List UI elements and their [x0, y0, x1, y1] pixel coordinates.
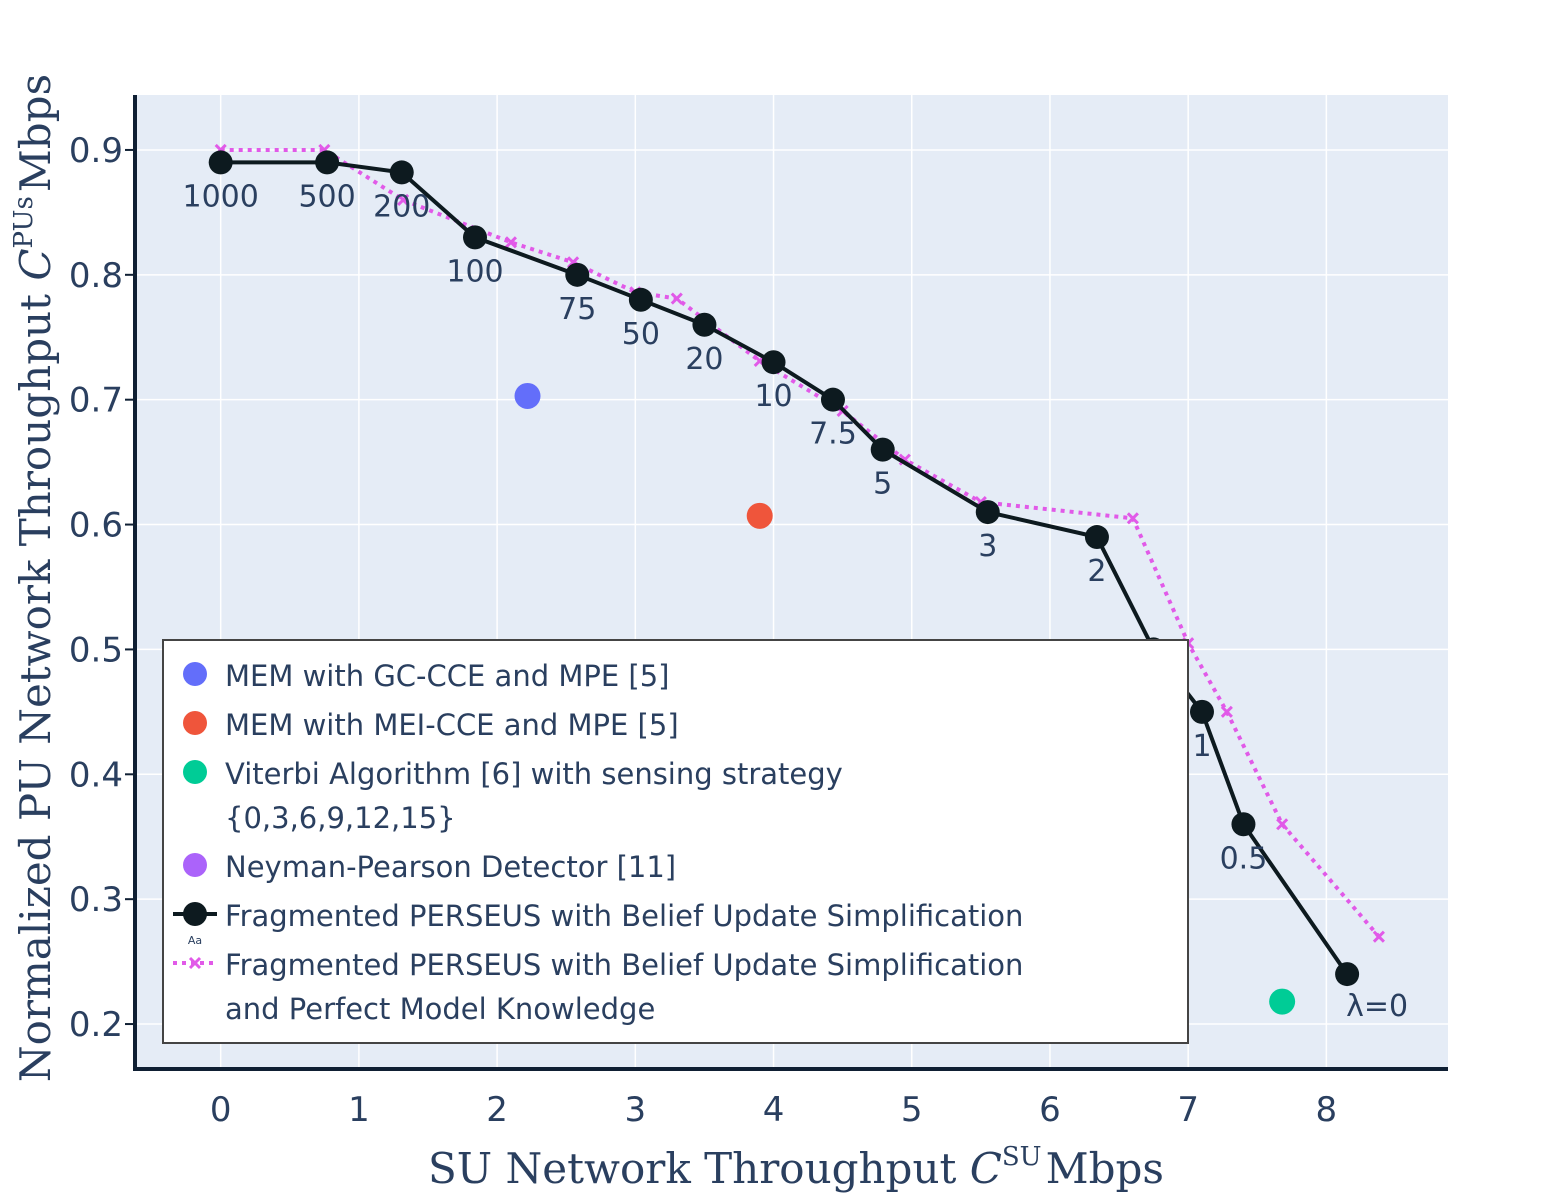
- legend-marker: [183, 760, 207, 784]
- series-point-perseus: [1335, 962, 1360, 987]
- series-point-marker: [514, 382, 541, 409]
- point-label: 500: [298, 179, 355, 214]
- point-label: 10: [754, 379, 792, 414]
- series-point-perfect-model: [1126, 512, 1139, 525]
- y-axis-tick-labels: 0.2 0.3 0.4 0.5 0.6 0.7 0.8 0.9: [69, 131, 135, 1045]
- y-axis-title-symbol: C: [11, 248, 60, 280]
- legend-item-label: Viterbi Algorithm [6] with sensing strat…: [225, 757, 843, 791]
- legend-marker: [183, 853, 207, 877]
- y-tick-label: 0.7: [69, 381, 123, 421]
- point-label: λ=0: [1346, 989, 1408, 1024]
- point-label: 7.5: [809, 417, 857, 452]
- y-tick-label: 0.4: [69, 755, 123, 795]
- legend-item: Neyman-Pearson Detector [11]: [183, 850, 676, 884]
- y-axis-title-superscript: PUs: [9, 196, 39, 248]
- y-tick-label: 0.9: [69, 131, 123, 171]
- legend-item-label: Fragmented PERSEUS with Belief Update Si…: [225, 948, 1023, 982]
- point-label: 2: [1087, 554, 1106, 589]
- legend-marker: [188, 956, 202, 970]
- y-axis-title-main: Normalized PU Network Throughput: [11, 281, 60, 1083]
- legend[interactable]: MEM with GC-CCE and MPE [5] MEM with MEI-…: [162, 639, 1189, 1044]
- legend-item: MEM with GC-CCE and MPE [5]: [183, 659, 669, 693]
- point-label: 3: [978, 529, 997, 564]
- x-tick-label: 1: [348, 1090, 370, 1130]
- legend-marker: [183, 902, 207, 926]
- series-point-perseus: [975, 500, 1000, 525]
- series-point-perfect-model: [1276, 818, 1289, 831]
- x-axis-title-main: SU Network Throughput: [428, 1144, 970, 1193]
- legend-item-label: MEM with GC-CCE and MPE [5]: [225, 659, 669, 693]
- legend-item-label: Neyman-Pearson Detector [11]: [225, 850, 676, 884]
- series-point-perseus: [692, 312, 717, 337]
- legend-item: Fragmented PERSEUS with Belief Update Si…: [173, 948, 1023, 1026]
- x-axis-title-unit: Mbps: [1046, 1144, 1164, 1193]
- x-axis-title-symbol: C: [970, 1144, 1002, 1193]
- legend-item-label: {0,3,6,9,12,15}: [225, 801, 456, 835]
- x-axis-title-superscript: SU: [1002, 1142, 1042, 1172]
- legend-item-label: Fragmented PERSEUS with Belief Update Si…: [225, 899, 1023, 933]
- legend-item: Aa Fragmented PERSEUS with Belief Update …: [173, 899, 1023, 947]
- point-label: 200: [373, 189, 430, 224]
- series-point-perseus: [389, 160, 414, 185]
- series-point-marker: [1269, 988, 1296, 1015]
- y-axis-title-unit: Mbps: [11, 74, 60, 192]
- point-labels: 1000 500 200 100 75 50 20 10 7.5 5 3 2 1 0.5 λ=0: [183, 179, 1409, 1024]
- legend-item-label: and Perfect Model Knowledge: [225, 992, 655, 1026]
- legend-item: Viterbi Algorithm [6] with sensing strat…: [183, 757, 843, 835]
- point-label: 100: [446, 254, 503, 289]
- series-point-perseus: [761, 350, 786, 375]
- x-tick-label: 6: [1039, 1090, 1061, 1130]
- series-point-perseus: [628, 287, 653, 312]
- legend-marker: [183, 662, 207, 686]
- y-tick-label: 0.2: [69, 1005, 123, 1045]
- x-tick-label: 4: [763, 1090, 785, 1130]
- x-axis-tick-labels: 0 1 2 3 4 5 6 7 8: [210, 1090, 1337, 1130]
- point-label: 50: [622, 317, 660, 352]
- series-point-perseus: [208, 150, 233, 175]
- x-tick-label: 2: [486, 1090, 508, 1130]
- series-point-perseus: [1189, 699, 1214, 724]
- x-tick-label: 5: [901, 1090, 923, 1130]
- legend-badge: Aa: [188, 934, 202, 947]
- y-tick-label: 0.8: [69, 256, 123, 296]
- point-label: 20: [685, 342, 723, 377]
- x-tick-label: 7: [1177, 1090, 1199, 1130]
- series-point-perseus: [565, 262, 590, 287]
- legend-box: [162, 639, 1189, 1044]
- legend-item: MEM with MEI-CCE and MPE [5]: [183, 708, 679, 742]
- x-tick-label: 8: [1316, 1090, 1338, 1130]
- y-axis-title: Normalized PU Network Throughput CPUs Mbp…: [9, 74, 60, 1082]
- point-label: 0.5: [1220, 841, 1268, 876]
- x-tick-label: 0: [210, 1090, 232, 1130]
- series-point-perseus: [1231, 812, 1256, 837]
- series-point-perseus: [315, 150, 340, 175]
- legend-items: MEM with GC-CCE and MPE [5] MEM with MEI-…: [173, 659, 1023, 1026]
- series-point-perfect-model: [504, 236, 517, 249]
- series-point-perfect-model: [670, 292, 683, 305]
- y-tick-label: 0.6: [69, 506, 123, 546]
- series-point-perfect-model: [1372, 930, 1385, 943]
- point-label: 5: [873, 467, 892, 502]
- series-point-perfect-model: [1220, 705, 1233, 718]
- x-tick-label: 3: [625, 1090, 647, 1130]
- legend-item-label: MEM with MEI-CCE and MPE [5]: [225, 708, 679, 742]
- point-label: 75: [558, 292, 596, 327]
- y-tick-label: 0.5: [69, 630, 123, 670]
- x-axis-title: SU Network Throughput CSUMbps: [428, 1142, 1164, 1193]
- legend-marker: [183, 711, 207, 735]
- series-point-perseus: [820, 387, 845, 412]
- series-point-marker: [746, 502, 773, 529]
- series-point-perfect-model: [397, 193, 410, 206]
- point-label: 1000: [183, 179, 259, 214]
- point-label: 1: [1192, 729, 1211, 764]
- series-point-perseus: [1084, 525, 1109, 550]
- series-point-perseus: [870, 437, 895, 462]
- series-point-perseus: [462, 225, 487, 250]
- y-tick-label: 0.3: [69, 880, 123, 920]
- axes: [133, 95, 1448, 1071]
